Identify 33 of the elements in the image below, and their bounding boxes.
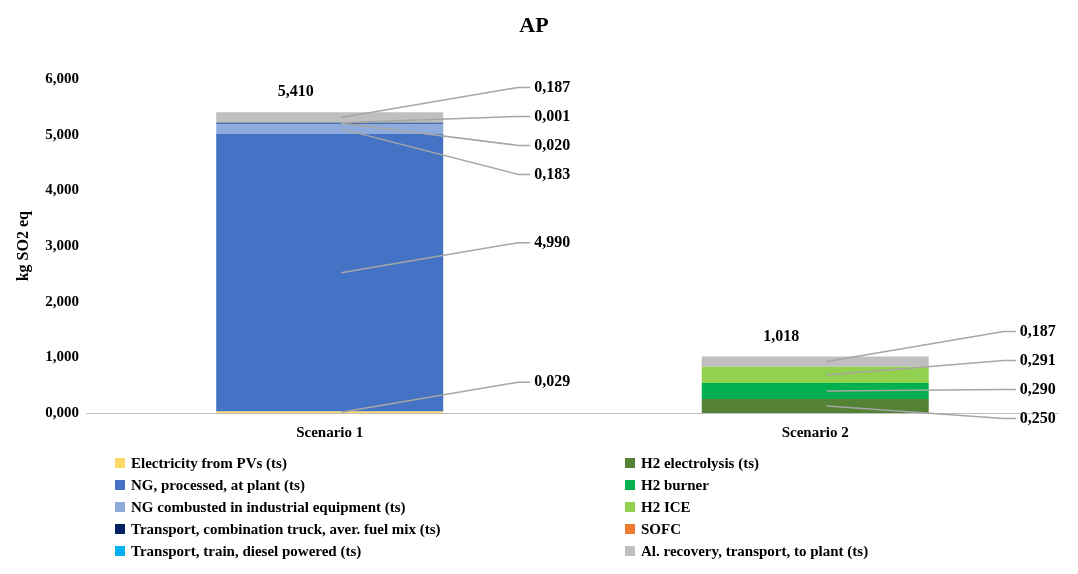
x-tick-label: Scenario 1 [296,423,364,440]
data-label: 0,020 [534,135,571,153]
x-tick-label: Scenario 2 [781,423,849,440]
legend-label: Transport, train, diesel powered (ts) [130,541,363,561]
legend-label: H2 ICE [640,497,692,517]
data-label: 0,290 [1019,379,1056,397]
data-label: 0,187 [1019,321,1056,339]
legend-label: Electricity from PVs (ts) [130,453,288,473]
data-label: 0,291 [1019,350,1056,368]
data-label: 0,001 [534,106,571,124]
data-label: 4,990 [534,232,571,250]
data-label: 0,029 [534,372,571,390]
data-label: 0,183 [534,164,571,182]
total-label: 5,410 [277,82,314,100]
legend-label: H2 electrolysis (ts) [640,453,761,473]
y-tick-label: 5,000 [45,125,79,142]
y-tick-label: 3,000 [45,237,79,254]
legend-label: Al. recovery, transport, to plant (ts) [640,541,870,561]
chart-title: AP [519,11,549,37]
data-label: 0,250 [1019,408,1056,426]
legend-label: NG, processed, at plant (ts) [130,475,306,495]
legend-label: Transport, combination truck, aver. fuel mix (ts) [130,519,442,539]
legend-label: SOFC [640,519,682,539]
y-axis-title: kg SO2 eq [13,210,32,282]
legend-label: NG combusted in industrial equipment (ts) [130,497,407,517]
data-label: 0,187 [534,77,571,95]
y-tick-label: 1,000 [45,348,79,365]
y-tick-label: 6,000 [45,70,79,87]
total-label: 1,018 [763,326,800,344]
y-tick-label: 2,000 [45,292,79,309]
y-tick-label: 4,000 [45,181,79,198]
legend-label: H2 burner [640,475,710,495]
y-tick-label: 0,000 [45,403,79,420]
